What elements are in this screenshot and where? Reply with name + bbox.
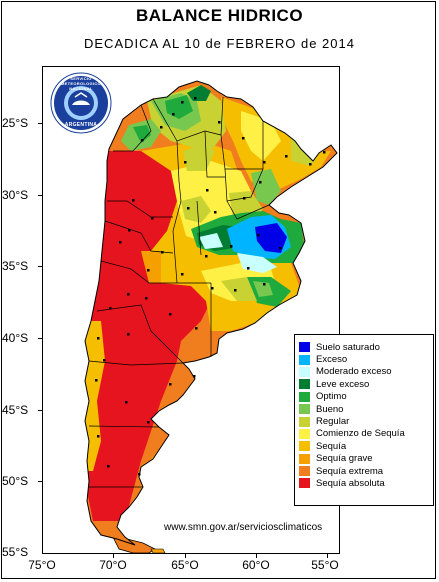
legend-swatch [299,441,310,452]
lon-label-70: 70°O [99,558,127,572]
lon-label-75: 75°O [28,558,56,572]
lon-label-55: 55°O [311,558,339,572]
smn-logo-country: ARGENTINA [64,122,98,128]
legend-item: Moderado exceso [295,366,433,378]
lon-tick [256,553,257,558]
legend-swatch [299,354,310,365]
lat-label-55: 55°S [2,545,29,559]
legend-swatch [299,453,310,464]
legend-label: Comienzo de Sequía [316,428,405,440]
legend-item: Regular [295,415,433,427]
source-url: www.smn.gov.ar/serviciosclimaticos [164,522,323,533]
legend-label: Regular [316,416,350,428]
lon-tick [185,553,186,558]
lat-tick [38,195,43,196]
legend-swatch [299,416,310,427]
map-subtitle: DECADICA AL 10 de FEBRERO de 2014 [84,36,355,51]
lat-tick [38,266,43,267]
legend-label: Suelo saturado [316,341,380,353]
legend-label: Sequía absoluta [316,477,385,489]
weather-stations [95,97,326,476]
legend-label: Moderado exceso [316,366,392,378]
lat-label-25: 25°S [2,116,29,130]
smn-logo-text: SERVICIO METEOROLOGICO NACIONAL [61,76,101,91]
legend-item: Bueno [295,403,433,415]
smn-logo-emblem [50,72,112,134]
lon-tick [113,553,114,558]
legend-label: Bueno [316,403,344,415]
lat-tick [38,123,43,124]
province-boundaries [84,80,338,546]
legend-item: Exceso [295,353,433,365]
lon-label-65: 65°O [171,558,199,572]
smn-logo: SERVICIO METEOROLOGICO NACIONAL ARGENTIN… [50,72,112,134]
legend-label: Leve exceso [316,378,370,390]
lat-label-45: 45°S [2,403,29,417]
legend-label: Sequía grave [316,453,373,465]
legend-label: Sequía [316,440,347,452]
legend-item: Sequía grave [295,453,433,465]
legend-item: Sequía absoluta [295,477,433,489]
legend-item: Leve exceso [295,378,433,390]
legend-item: Comienzo de Sequía [295,428,433,440]
legend-swatch [299,478,310,489]
legend-swatch [299,342,310,353]
legend-item: Suelo saturado [295,341,433,353]
lat-label-30: 30°S [2,188,29,202]
legend-item: Optimo [295,391,433,403]
legend-item: Sequía [295,440,433,452]
lat-tick [38,338,43,339]
legend-label: Optimo [316,391,347,403]
lat-tick [38,410,43,411]
legend-item: Sequía extrema [295,465,433,477]
legend-swatch [299,466,310,477]
legend-swatch [299,428,310,439]
lat-label-35: 35°S [2,259,29,273]
legend-swatch [299,366,310,377]
lat-tick [38,481,43,482]
legend-swatch [299,379,310,390]
legend-label: Sequía extrema [316,465,384,477]
lon-tick [327,553,328,558]
isla-de-los-estados [150,548,166,553]
lon-label-60: 60°O [242,558,270,572]
legend-label: Exceso [316,354,348,366]
map-title: BALANCE HIDRICO [135,6,304,25]
legend-swatch [299,404,310,415]
lat-label-50: 50°S [2,474,29,488]
legend-swatch [299,391,310,402]
lat-label-40: 40°S [2,331,29,345]
legend: Suelo saturado Exceso Moderado exceso Leve … [294,334,434,506]
